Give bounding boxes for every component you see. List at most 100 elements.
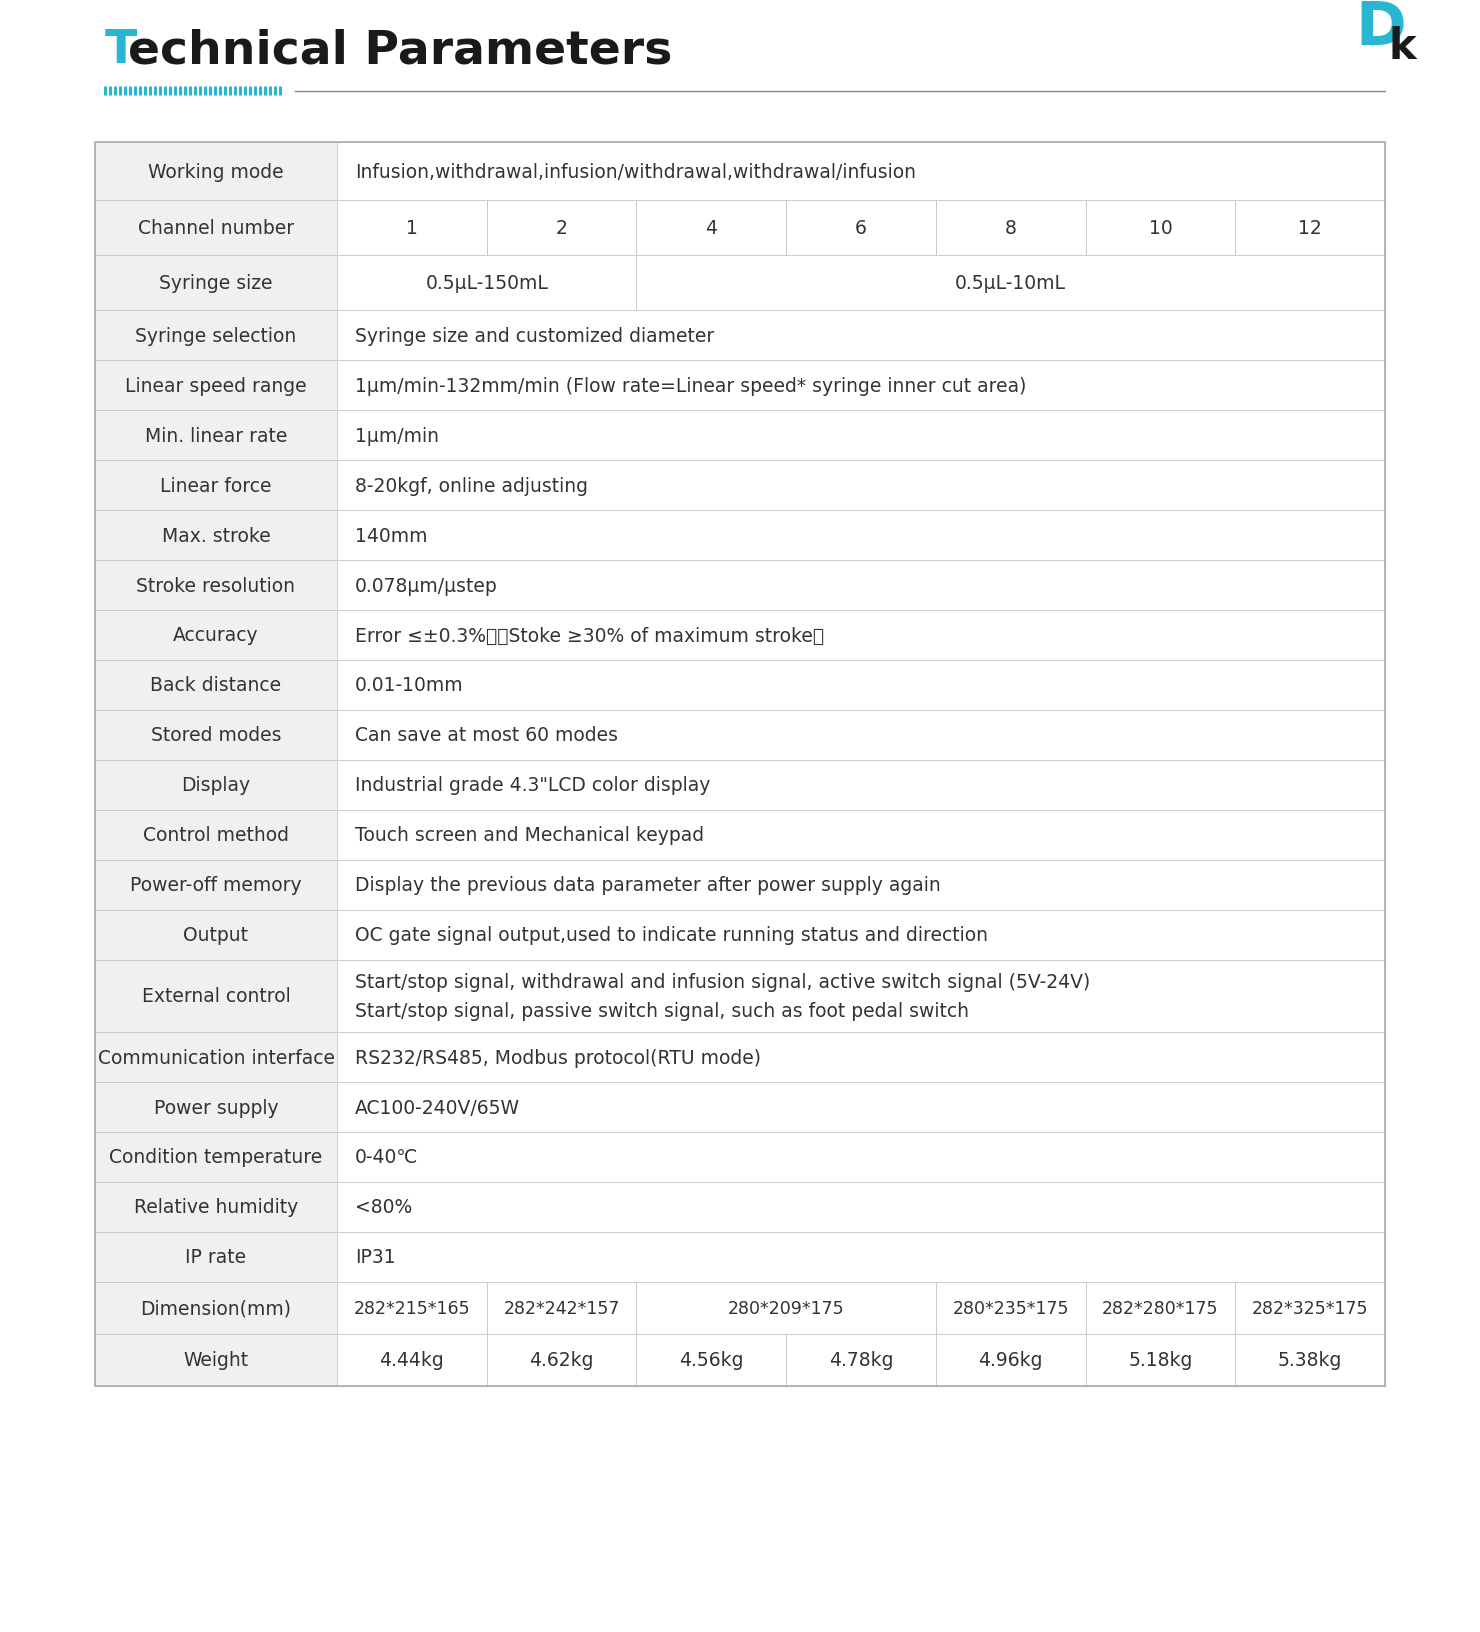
Text: 1μm/min: 1μm/min [355,426,440,446]
Text: Error ≤±0.3%　（Stoke ≥30% of maximum stroke）: Error ≤±0.3% （Stoke ≥30% of maximum stro… [355,627,824,645]
Text: IP rate: IP rate [185,1248,247,1266]
Text: 0.078μm/μstep: 0.078μm/μstep [355,576,497,596]
Text: Max. stroke: Max. stroke [161,526,271,545]
Bar [1236,201,1385,256]
Text: RS232/RS485, Modbus protocol(RTU mode): RS232/RS485, Modbus protocol(RTU mode) [355,1048,761,1067]
Text: 4.62kg: 4.62kg [530,1351,593,1369]
Text: Display: Display [182,777,250,795]
Text: 0.01-10mm: 0.01-10mm [355,676,463,695]
Text: Condition temperature: Condition temperature [110,1147,323,1167]
Bar [935,1283,1085,1335]
Text: 8: 8 [1005,219,1017,238]
Text: Control method: Control method [144,826,289,845]
Bar [337,256,636,310]
Text: Syringe size: Syringe size [160,274,272,292]
Bar [1085,1335,1236,1386]
Text: Min. linear rate: Min. linear rate [145,426,287,446]
Bar [95,201,337,256]
Text: 8-20kgf, online adjusting: 8-20kgf, online adjusting [355,477,588,494]
Bar [95,960,337,1033]
Text: Weight: Weight [184,1351,249,1369]
Text: 280*235*175: 280*235*175 [953,1299,1069,1317]
Bar [337,761,1385,811]
Bar [337,361,1385,411]
Bar [337,310,1385,361]
Bar [636,201,786,256]
Text: 280*209*175: 280*209*175 [728,1299,845,1317]
Text: Channel number: Channel number [138,219,295,238]
Text: 2: 2 [555,219,567,238]
Bar [935,1335,1085,1386]
Bar [337,1335,487,1386]
Text: D: D [1356,0,1406,59]
Bar [95,610,337,661]
Text: 282*215*165: 282*215*165 [354,1299,471,1317]
Bar [1236,1335,1385,1386]
Text: 4.44kg: 4.44kg [379,1351,444,1369]
Bar [636,1335,786,1386]
Text: Power-off memory: Power-off memory [130,876,302,894]
Text: 5.38kg: 5.38kg [1277,1351,1342,1369]
Text: 4.96kg: 4.96kg [978,1351,1043,1369]
Text: <80%: <80% [355,1198,413,1217]
Bar [95,411,337,460]
Text: 282*325*175: 282*325*175 [1252,1299,1369,1317]
Bar [786,201,935,256]
Bar [95,761,337,811]
Bar [337,1082,1385,1133]
Bar [95,144,337,201]
Text: 5.18kg: 5.18kg [1128,1351,1193,1369]
Bar [786,1335,935,1386]
Bar [337,411,1385,460]
Bar [95,1335,337,1386]
Bar [337,610,1385,661]
Text: Start/stop signal, withdrawal and infusion signal, active switch signal (5V-24V): Start/stop signal, withdrawal and infusi… [355,973,1091,992]
Text: Communication interface: Communication interface [98,1048,334,1067]
Text: 0-40℃: 0-40℃ [355,1147,419,1167]
Text: echnical Parameters: echnical Parameters [127,28,672,73]
Bar [935,201,1085,256]
Text: T: T [105,28,138,73]
Bar [337,1182,1385,1232]
Bar [337,1283,487,1335]
Text: 0.5μL-10mL: 0.5μL-10mL [955,274,1066,292]
Text: 140mm: 140mm [355,526,428,545]
Text: 1μm/min-132mm/min (Flow rate=Linear speed* syringe inner cut area): 1μm/min-132mm/min (Flow rate=Linear spee… [355,377,1026,395]
Text: 282*242*157: 282*242*157 [503,1299,620,1317]
Bar [636,1283,935,1335]
Bar [487,1283,636,1335]
Bar [95,310,337,361]
Bar [337,1133,1385,1182]
Text: Dimension(mm): Dimension(mm) [141,1299,292,1317]
Text: Output: Output [184,925,249,945]
Text: Accuracy: Accuracy [173,627,259,645]
Bar [95,256,337,310]
Bar [95,1033,337,1082]
Text: 12: 12 [1298,219,1322,238]
Bar [636,256,1385,310]
Bar [337,911,1385,960]
Bar [337,960,1385,1033]
Text: Stored modes: Stored modes [151,726,281,746]
Text: Syringe size and customized diameter: Syringe size and customized diameter [355,326,715,346]
Bar [337,1232,1385,1283]
Text: OC gate signal output,used to indicate running status and direction: OC gate signal output,used to indicate r… [355,925,989,945]
Bar [487,1335,636,1386]
Bar [337,460,1385,511]
Text: Back distance: Back distance [151,676,281,695]
Bar [337,860,1385,911]
Bar [1085,1283,1236,1335]
Bar [1236,1283,1385,1335]
Bar [95,1232,337,1283]
Bar [95,1082,337,1133]
Bar [337,811,1385,860]
Bar [95,460,337,511]
Bar [337,511,1385,561]
Text: 282*280*175: 282*280*175 [1103,1299,1218,1317]
Text: Syringe selection: Syringe selection [135,326,296,346]
Bar [95,811,337,860]
Text: 4.78kg: 4.78kg [829,1351,894,1369]
Bar [337,661,1385,710]
Bar [95,1133,337,1182]
Bar [337,144,1385,201]
